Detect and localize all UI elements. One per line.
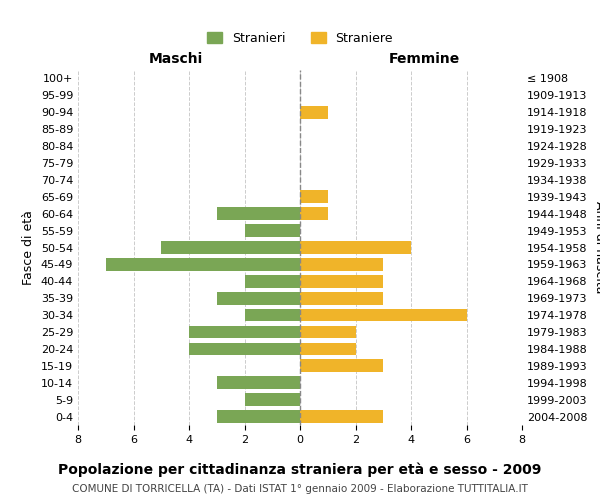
Bar <box>106 258 300 270</box>
Bar <box>245 309 300 322</box>
Legend: Stranieri, Straniere: Stranieri, Straniere <box>202 26 398 50</box>
Bar <box>300 360 383 372</box>
Bar <box>189 342 300 355</box>
Bar <box>300 326 355 338</box>
Text: Maschi: Maschi <box>149 52 203 66</box>
Bar <box>189 326 300 338</box>
Bar <box>300 190 328 203</box>
Bar <box>245 275 300 287</box>
Bar <box>300 309 467 322</box>
Bar <box>245 224 300 237</box>
Bar <box>217 410 300 423</box>
Bar <box>300 106 328 118</box>
Bar <box>161 241 300 254</box>
Bar <box>245 394 300 406</box>
Bar <box>300 410 383 423</box>
Bar <box>300 258 383 270</box>
Bar <box>300 292 383 304</box>
Bar <box>217 376 300 389</box>
Bar <box>217 208 300 220</box>
Y-axis label: Anni di nascita: Anni di nascita <box>593 201 600 294</box>
Text: Femmine: Femmine <box>389 52 460 66</box>
Y-axis label: Fasce di età: Fasce di età <box>22 210 35 285</box>
Bar <box>217 292 300 304</box>
Bar <box>300 241 411 254</box>
Bar <box>300 275 383 287</box>
Text: Popolazione per cittadinanza straniera per età e sesso - 2009: Popolazione per cittadinanza straniera p… <box>58 462 542 477</box>
Text: COMUNE DI TORRICELLA (TA) - Dati ISTAT 1° gennaio 2009 - Elaborazione TUTTITALIA: COMUNE DI TORRICELLA (TA) - Dati ISTAT 1… <box>72 484 528 494</box>
Bar <box>300 342 355 355</box>
Bar <box>300 208 328 220</box>
